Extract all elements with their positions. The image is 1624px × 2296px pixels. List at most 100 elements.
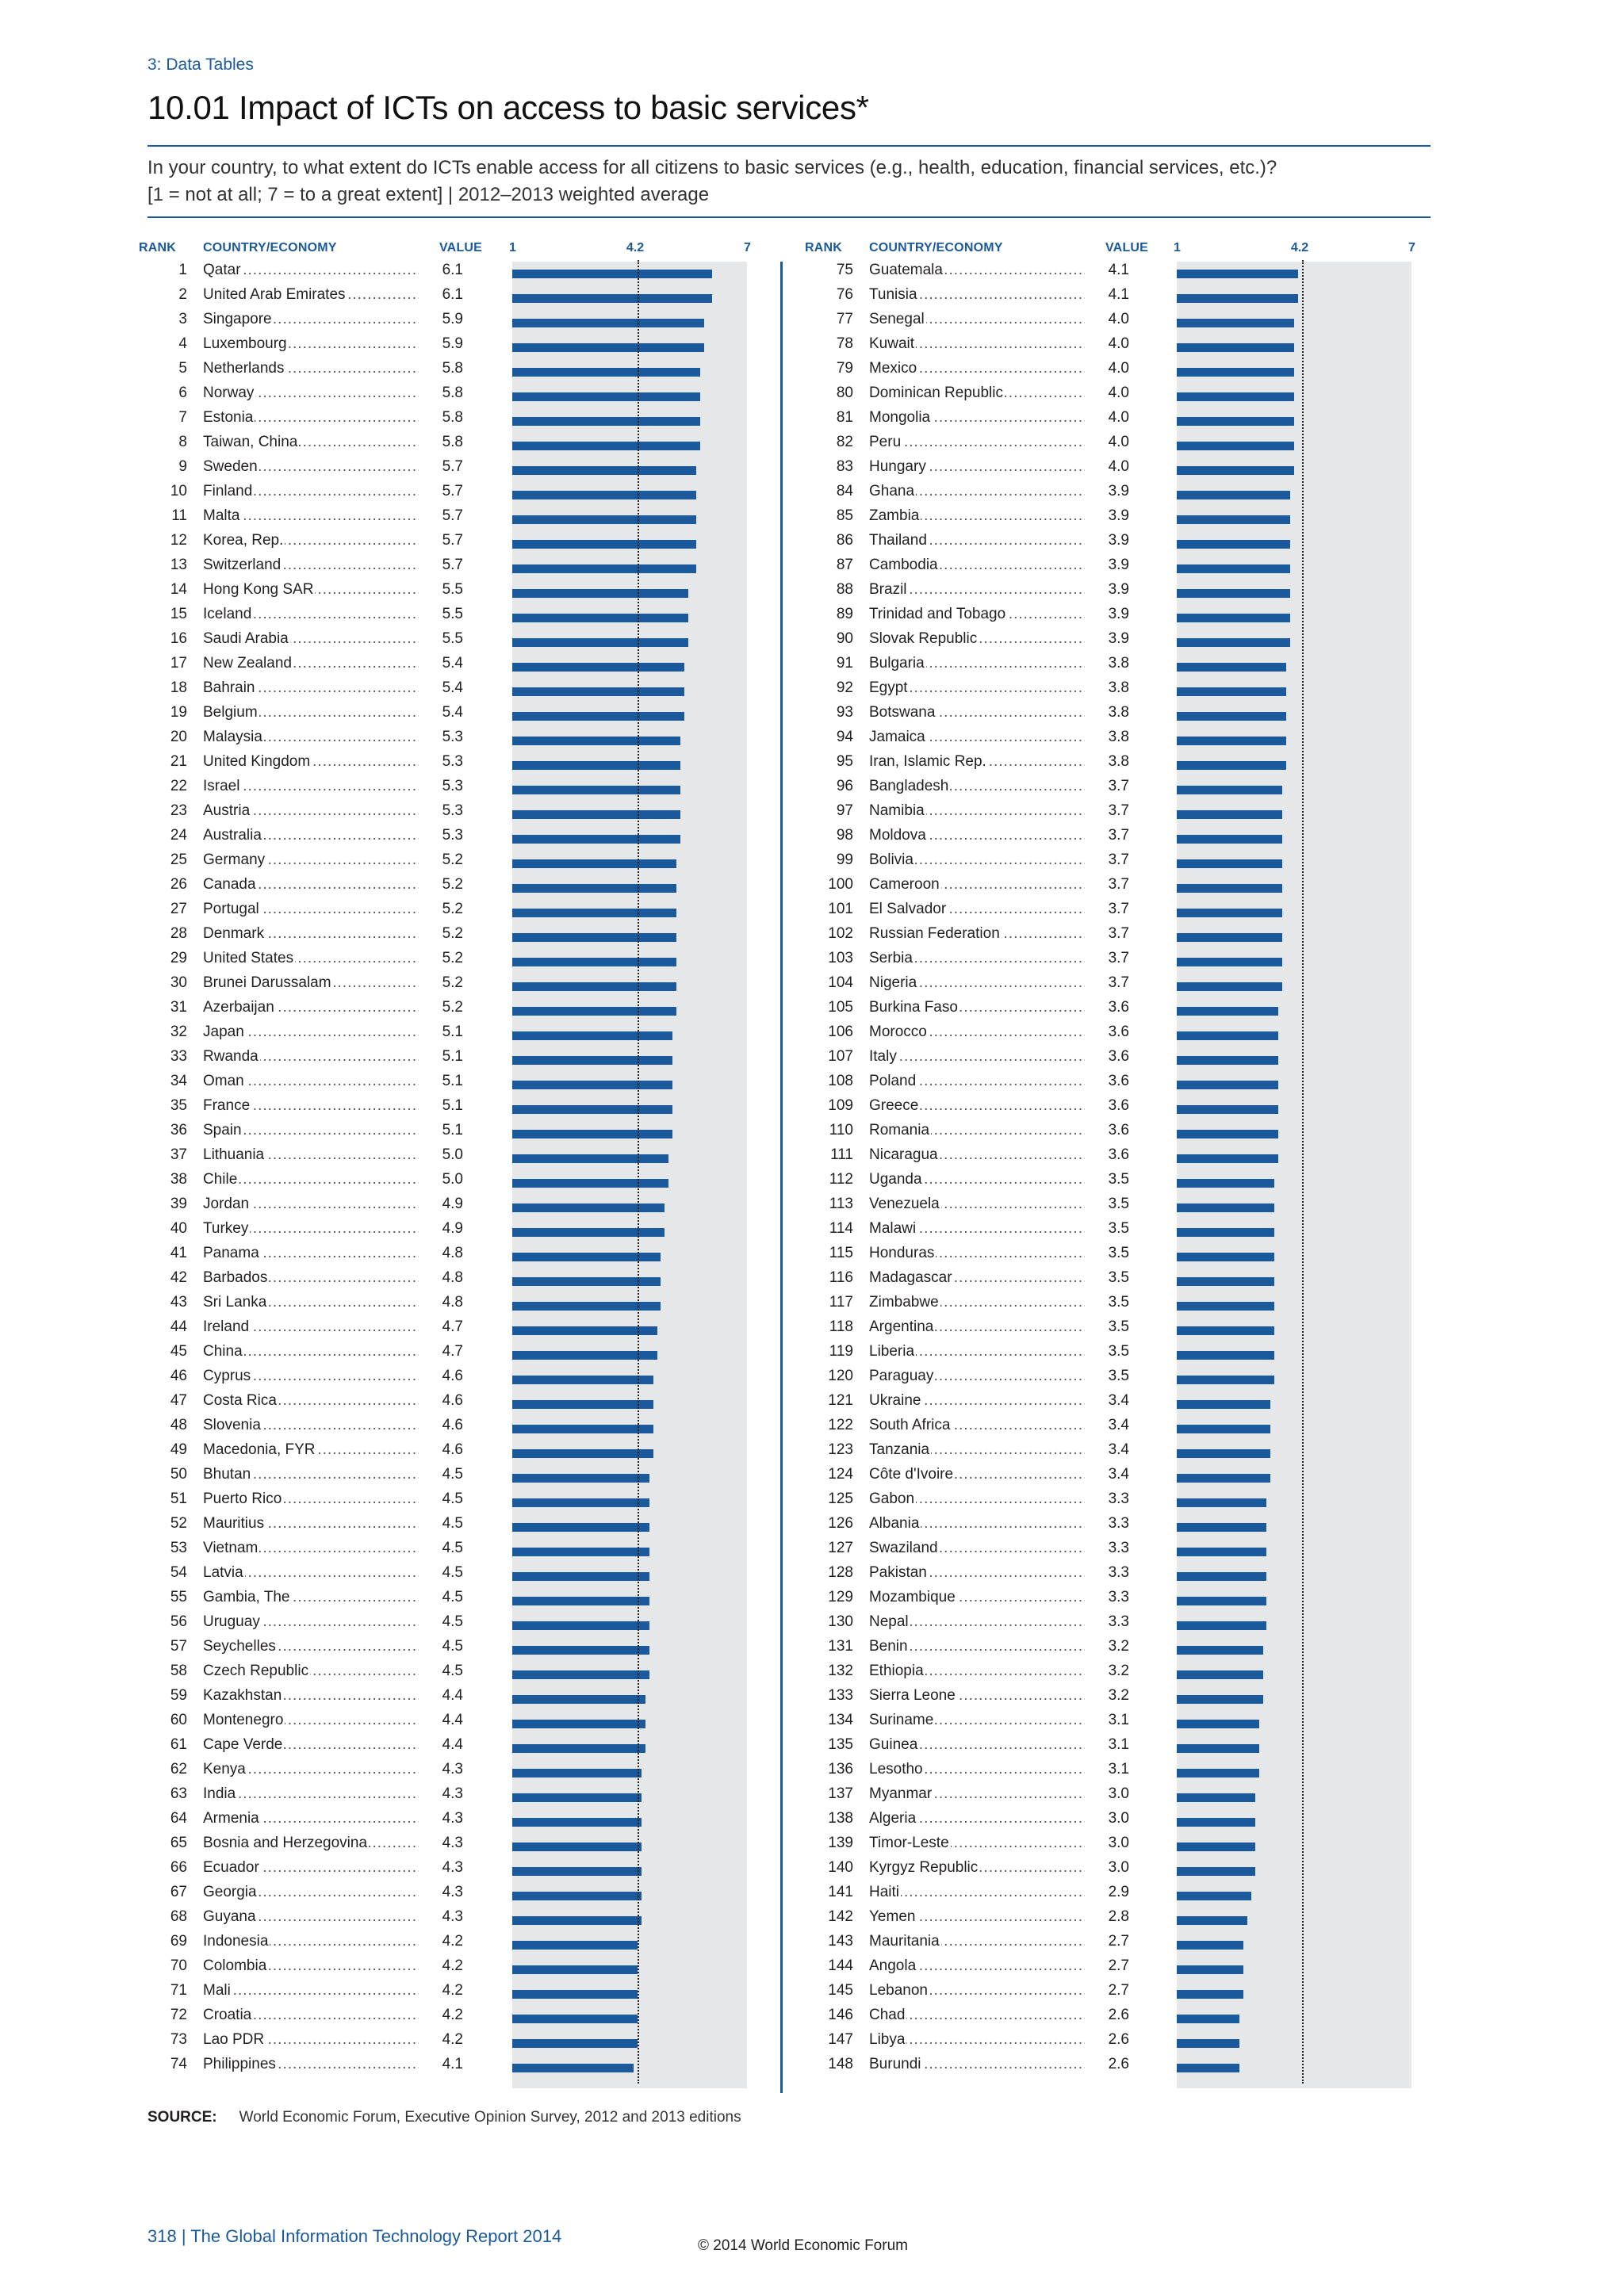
rank-cell: 68 (170, 1908, 187, 1925)
table-row: 103.....................................… (0, 947, 1129, 970)
value-cell: 4.1 (442, 2056, 463, 2072)
value-cell: 3.3 (1108, 1564, 1129, 1581)
country-cell: ........................................… (203, 1094, 419, 1118)
data-bar (512, 884, 677, 893)
data-bar (512, 638, 688, 647)
rank-cell: 107 (828, 1048, 853, 1065)
country-cell: ........................................… (203, 603, 419, 626)
country-name: Armenia (203, 1810, 261, 1827)
country-name: Bolivia (869, 851, 915, 868)
country-name: Botswana (869, 704, 937, 721)
country-name: Zimbabwe (869, 1294, 940, 1311)
country-cell: ........................................… (203, 1610, 419, 1634)
leader-dots: ........................................… (869, 1957, 1085, 1974)
value-cell: 3.7 (1108, 827, 1129, 844)
value-cell: 4.0 (1108, 335, 1129, 352)
value-cell: 3.9 (1108, 630, 1129, 647)
rank-cell: 3 (178, 311, 187, 327)
data-bar (512, 1646, 649, 1655)
country-name: Malta (203, 507, 242, 524)
country-name: Vietnam (203, 1540, 260, 1556)
data-bar (512, 1031, 673, 1040)
data-bar (1177, 958, 1283, 966)
country-cell: ........................................… (203, 996, 419, 1020)
value-cell: 4.8 (442, 1269, 463, 1286)
country-cell: ........................................… (869, 1192, 1085, 1216)
value-cell: 3.5 (1108, 1269, 1129, 1286)
value-cell: 4.4 (442, 1736, 463, 1753)
rank-cell: 113 (829, 1196, 853, 1212)
data-bar (512, 1007, 677, 1016)
table-row: 41......................................… (0, 1242, 463, 1265)
data-bar (512, 2015, 638, 2023)
country-cell: ........................................… (203, 1856, 419, 1880)
table-row: 147.....................................… (0, 2028, 1129, 2052)
rank-cell: 95 (836, 753, 853, 770)
value-cell: 3.9 (1108, 606, 1129, 622)
country-cell: ........................................… (869, 971, 1085, 995)
country-name: Nepal (869, 1613, 910, 1630)
table-row: 75......................................… (0, 258, 1129, 282)
data-bar (1177, 1228, 1275, 1237)
country-name: Burundi (869, 2056, 923, 2072)
country-cell: ........................................… (203, 455, 419, 479)
country-name: Russian Federation (869, 925, 1002, 942)
table-row: 142.....................................… (0, 1905, 1129, 1929)
data-bar (512, 1498, 649, 1507)
table-row: 83......................................… (0, 455, 1129, 479)
country-cell: ........................................… (203, 1119, 419, 1142)
leader-dots: ........................................… (869, 434, 1085, 450)
country-cell: ........................................… (203, 824, 419, 848)
rank-cell: 102 (828, 925, 853, 942)
table-row: 9.......................................… (0, 455, 463, 479)
country-name: Greece (869, 1097, 921, 1114)
data-bar (1177, 712, 1287, 721)
leader-dots: ........................................… (869, 286, 1085, 303)
rank-cell: 46 (170, 1368, 187, 1384)
rank-cell: 60 (170, 1712, 187, 1728)
data-bar (1177, 810, 1283, 819)
data-bar (512, 1130, 673, 1138)
table-row: 15......................................… (0, 603, 463, 626)
value-cell: 4.6 (442, 1441, 463, 1458)
table-row: 3.......................................… (0, 308, 463, 331)
data-bar (512, 1179, 669, 1188)
country-name: Ukraine (869, 1392, 923, 1409)
country-name: Lesotho (869, 1761, 925, 1777)
country-cell: ........................................… (203, 1020, 419, 1044)
leader-dots: ........................................… (203, 1466, 419, 1483)
data-bar (512, 933, 677, 942)
country-cell: ........................................… (869, 1266, 1085, 1290)
data-bar (1177, 1695, 1263, 1704)
table-row: 91......................................… (0, 652, 1129, 675)
country-cell: ........................................… (203, 775, 419, 798)
country-name: Mongolia (869, 409, 933, 426)
table-row: 111.....................................… (0, 1143, 1129, 1167)
value-cell: 3.4 (1108, 1417, 1129, 1433)
source-text: World Economic Forum, Executive Opinion … (239, 2109, 741, 2126)
country-cell: ........................................… (869, 701, 1085, 725)
value-cell: 4.2 (442, 1982, 463, 1999)
table-row: 28......................................… (0, 922, 463, 946)
rank-cell: 41 (170, 1245, 187, 1261)
country-name: United Arab Emirates (203, 286, 347, 303)
value-cell: 4.9 (442, 1220, 463, 1237)
table-row: 144.....................................… (0, 1954, 1129, 1978)
value-cell: 4.3 (442, 1908, 463, 1925)
data-bar (512, 1277, 661, 1286)
table-row: 135.....................................… (0, 1733, 1129, 1757)
country-name: Burkina Faso (869, 999, 959, 1016)
table-row: 59......................................… (0, 1684, 463, 1708)
country-name: South Africa (869, 1417, 952, 1433)
data-bar (1177, 1474, 1271, 1483)
data-bar (1177, 589, 1291, 598)
data-bar (512, 1523, 649, 1532)
leader-dots: ........................................… (869, 950, 1085, 966)
country-name: Venezuela (869, 1196, 941, 1212)
leader-dots: ........................................… (203, 1220, 419, 1237)
country-cell: ........................................… (203, 1192, 419, 1216)
rank-cell: 57 (170, 1638, 187, 1655)
rank-cell: 121 (828, 1392, 853, 1409)
value-cell: 3.6 (1108, 1024, 1129, 1040)
table-row: 94......................................… (0, 725, 1129, 749)
